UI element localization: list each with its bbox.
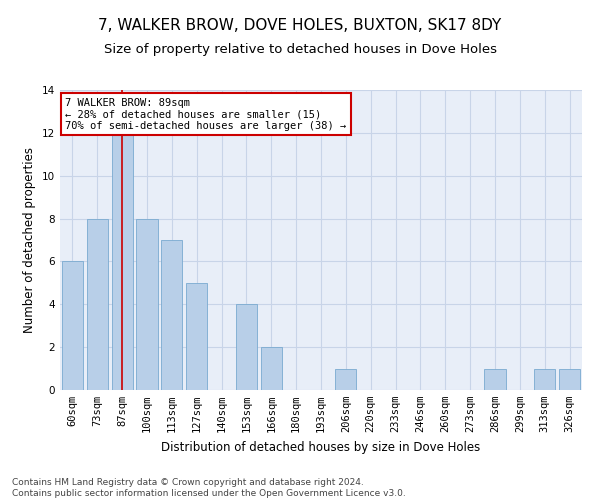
Bar [484, 368, 506, 390]
X-axis label: Distribution of detached houses by size in Dove Holes: Distribution of detached houses by size … [161, 440, 481, 454]
Bar [261, 347, 282, 390]
Bar [559, 368, 580, 390]
Text: 7, WALKER BROW, DOVE HOLES, BUXTON, SK17 8DY: 7, WALKER BROW, DOVE HOLES, BUXTON, SK17… [98, 18, 502, 32]
Bar [335, 368, 356, 390]
Bar [87, 218, 108, 390]
Y-axis label: Number of detached properties: Number of detached properties [23, 147, 37, 333]
Bar [62, 262, 83, 390]
Bar [186, 283, 207, 390]
Text: Size of property relative to detached houses in Dove Holes: Size of property relative to detached ho… [104, 42, 497, 56]
Bar [112, 133, 133, 390]
Text: Contains HM Land Registry data © Crown copyright and database right 2024.
Contai: Contains HM Land Registry data © Crown c… [12, 478, 406, 498]
Bar [136, 218, 158, 390]
Text: 7 WALKER BROW: 89sqm
← 28% of detached houses are smaller (15)
70% of semi-detac: 7 WALKER BROW: 89sqm ← 28% of detached h… [65, 98, 346, 130]
Bar [236, 304, 257, 390]
Bar [534, 368, 555, 390]
Bar [161, 240, 182, 390]
